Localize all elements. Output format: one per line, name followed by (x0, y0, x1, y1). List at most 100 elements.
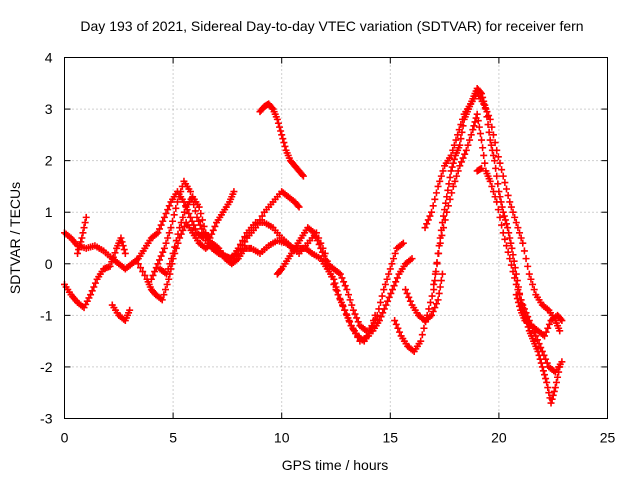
data-point (147, 275, 155, 283)
data-point (542, 355, 550, 363)
data-point (156, 256, 164, 264)
data-point (174, 230, 182, 238)
data-point (524, 313, 532, 321)
x-axis-label: GPS time / hours (282, 457, 389, 473)
data-point (503, 242, 511, 250)
data-point (491, 157, 499, 165)
data-point (190, 221, 198, 229)
data-point (499, 172, 507, 180)
data-point (444, 202, 452, 210)
data-point (541, 371, 549, 379)
data-point (167, 224, 175, 232)
data-point (462, 146, 470, 154)
data-point (341, 306, 349, 314)
data-point (557, 315, 565, 323)
data-point (106, 262, 114, 270)
data-point (310, 229, 318, 237)
data-point (474, 117, 482, 125)
data-point (504, 191, 512, 199)
data-point (390, 255, 398, 263)
data-point (175, 193, 183, 201)
data-point (198, 225, 206, 233)
data-point (438, 270, 446, 278)
data-point (540, 351, 548, 359)
data-point (336, 270, 344, 278)
data-point (268, 104, 276, 112)
data-point (206, 234, 214, 242)
data-point (512, 280, 520, 288)
data-point (198, 216, 206, 224)
data-point (172, 237, 180, 245)
data-point (328, 273, 336, 281)
data-point (537, 344, 545, 352)
data-point (351, 310, 359, 318)
data-point (384, 297, 392, 305)
data-point (162, 239, 170, 247)
data-point (165, 275, 173, 283)
data-point (111, 249, 119, 257)
data-point (488, 182, 496, 190)
data-point (346, 296, 354, 304)
data-point (280, 139, 288, 147)
data-point (406, 297, 414, 305)
data-point (538, 363, 546, 371)
data-point (479, 144, 487, 152)
data-point (241, 233, 249, 241)
data-point (169, 217, 177, 225)
data-point (552, 378, 560, 386)
data-point (556, 327, 564, 335)
data-point (542, 375, 550, 383)
data-point (491, 139, 499, 147)
data-point (405, 293, 413, 301)
data-point (294, 202, 302, 210)
data-point (109, 253, 117, 261)
data-point (349, 306, 357, 314)
data-point (380, 286, 388, 294)
data-point (543, 378, 551, 386)
y-tick-label: 3 (45, 101, 53, 117)
data-point (508, 244, 516, 252)
data-point (545, 389, 553, 397)
data-point (388, 286, 396, 294)
data-point (276, 123, 284, 131)
data-point (447, 167, 455, 175)
data-point (385, 270, 393, 278)
data-point (157, 221, 165, 229)
data-point (459, 115, 467, 123)
data-point (119, 242, 127, 250)
data-point (258, 212, 266, 220)
y-tick-label: 2 (45, 153, 53, 169)
data-point (431, 277, 439, 285)
data-point (498, 166, 506, 174)
data-point (347, 322, 355, 330)
data-point (480, 100, 488, 108)
data-point (172, 244, 180, 252)
data-point (483, 108, 491, 116)
data-point (457, 121, 465, 129)
data-point (476, 130, 484, 138)
data-point (164, 234, 172, 242)
data-point (188, 217, 196, 225)
data-point (544, 384, 552, 392)
data-point (277, 266, 285, 274)
data-point (320, 252, 328, 260)
data-point (81, 219, 89, 227)
data-points (61, 84, 566, 407)
data-point (443, 208, 451, 216)
data-point (445, 180, 453, 188)
data-point (436, 177, 444, 185)
data-point (428, 311, 436, 319)
data-point (519, 239, 527, 247)
data-point (499, 229, 507, 237)
data-point (298, 171, 306, 179)
data-point (539, 367, 547, 375)
data-point (467, 131, 475, 139)
data-point (551, 384, 559, 392)
data-point (453, 172, 461, 180)
data-point (330, 280, 338, 288)
data-point (74, 249, 82, 257)
data-point (480, 151, 488, 159)
data-point (120, 246, 128, 254)
data-point (530, 286, 538, 294)
